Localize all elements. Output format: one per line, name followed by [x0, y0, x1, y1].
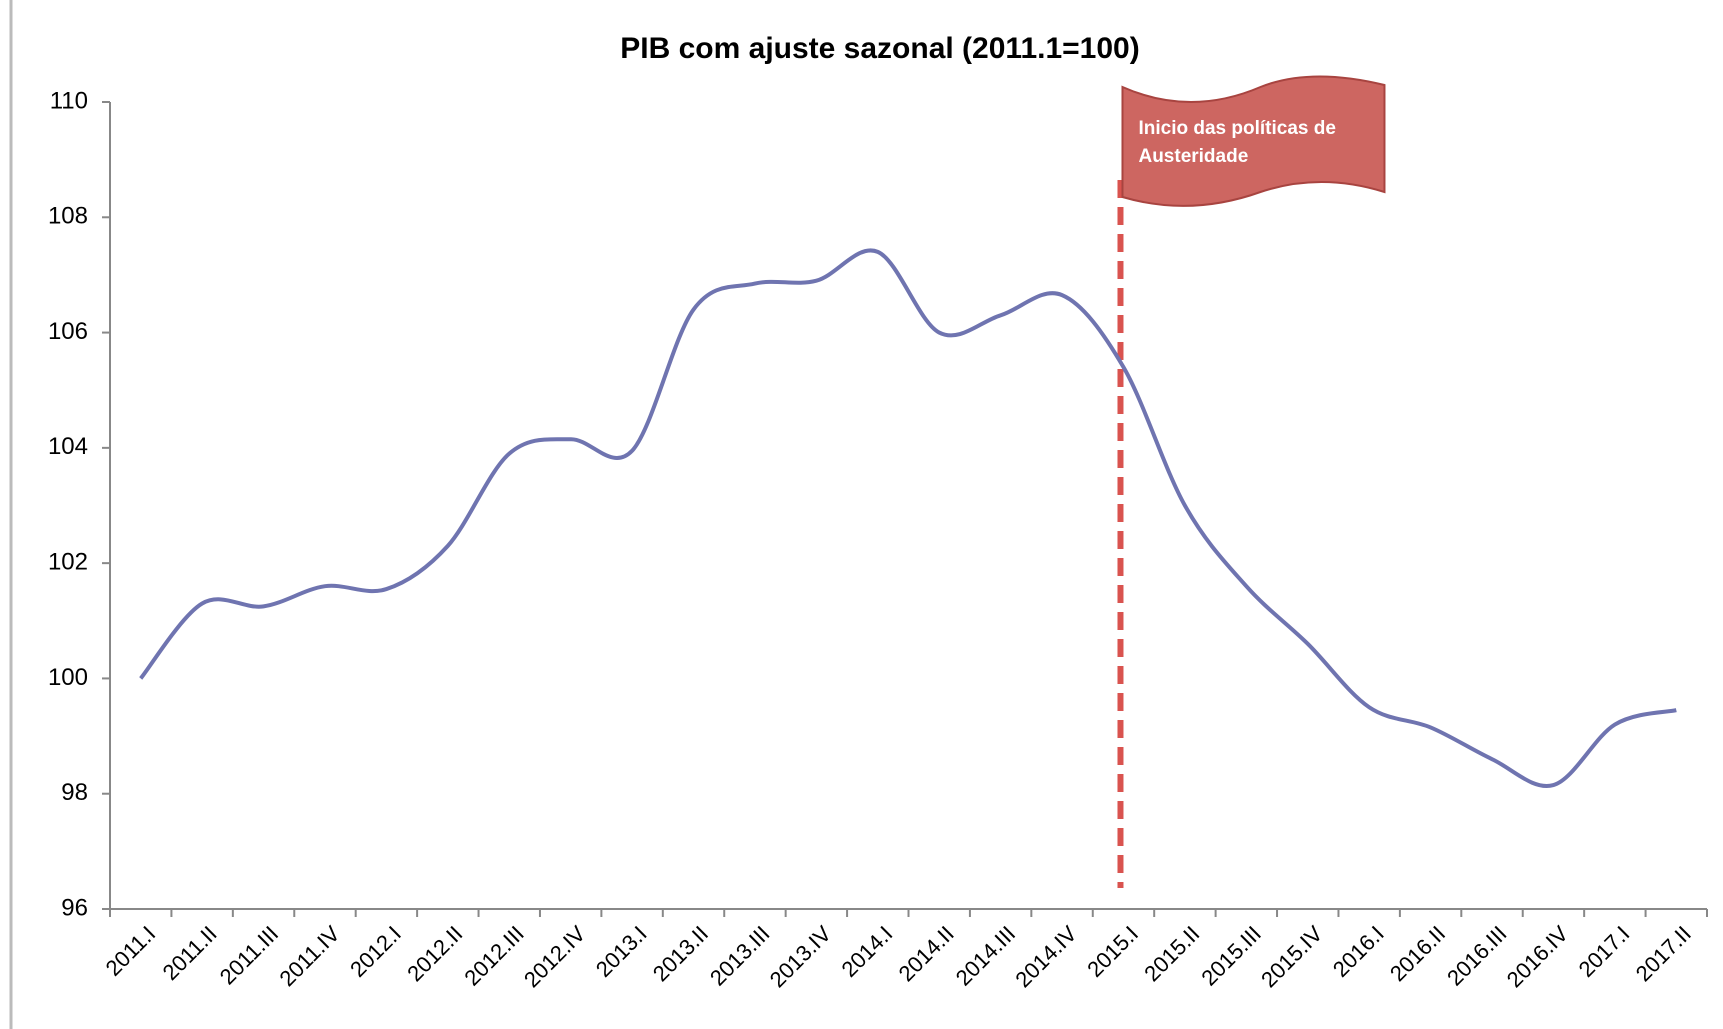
x-tick-label: 2016.I [1328, 921, 1389, 982]
x-tick-label: 2014.III [951, 921, 1021, 991]
x-tick-label: 2011.III [215, 921, 283, 989]
x-tick-label: 2015.I [1082, 921, 1143, 982]
x-tick-label: 2012.IV [519, 921, 591, 993]
y-tick-label: 106 [48, 318, 88, 345]
x-tick-label: 2014.IV [1010, 921, 1082, 993]
x-tick-label: 2017.II [1631, 921, 1696, 986]
x-tick-label: 2014.II [894, 921, 959, 986]
annotation-text: Austeridade [1138, 146, 1248, 167]
x-tick-label: 2012.III [459, 921, 529, 991]
x-tick-label: 2015.III [1196, 921, 1266, 991]
y-tick-label: 100 [48, 664, 88, 691]
x-tick-label: 2016.II [1385, 921, 1450, 986]
x-tick-label: 2011.I [101, 921, 161, 981]
x-tick-label: 2015.IV [1256, 921, 1328, 993]
x-tick-label: 2016.III [1442, 921, 1512, 991]
annotation-flag [1121, 75, 1386, 207]
y-tick-label: 108 [48, 203, 88, 230]
y-tick-label: 102 [48, 548, 88, 575]
x-tick-label: 2011.IV [274, 921, 344, 991]
x-tick-label: 2013.I [591, 921, 652, 982]
chart-title: PIB com ajuste sazonal (2011.1=100) [620, 32, 1139, 65]
annotation-text: Inicio das políticas de [1138, 118, 1335, 139]
x-tick-label: 2016.IV [1502, 921, 1574, 993]
y-tick-label: 96 [61, 894, 88, 921]
x-tick-label: 2015.II [1139, 921, 1204, 986]
x-tick-label: 2013.II [648, 921, 713, 986]
x-tick-label: 2014.I [837, 921, 898, 982]
x-tick-label: 2011.II [158, 921, 222, 985]
x-tick-label: 2017.I [1574, 921, 1635, 982]
x-tick-label: 2013.III [705, 921, 775, 991]
y-tick-label: 104 [48, 433, 88, 460]
x-tick-label: 2013.IV [765, 921, 837, 993]
data-line [139, 248, 1677, 788]
x-tick-label: 2012.II [402, 921, 467, 986]
x-tick-label: 2012.I [345, 921, 406, 982]
y-tick-label: 98 [61, 779, 88, 806]
y-tick-label: 110 [50, 87, 88, 114]
